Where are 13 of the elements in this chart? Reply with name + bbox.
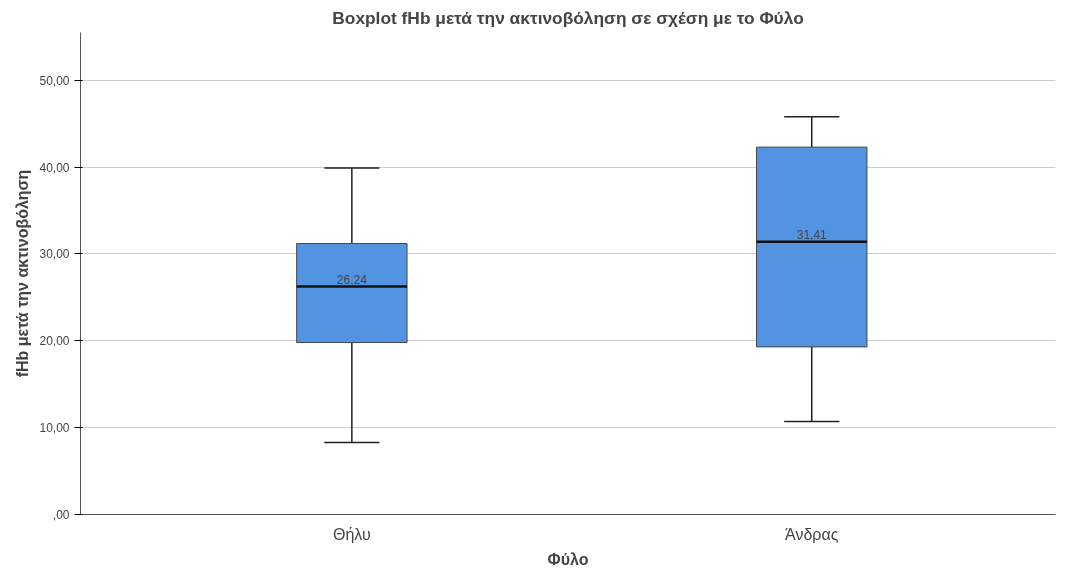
y-tick-label: 50,00 — [39, 73, 70, 88]
x-axis-title: Φύλο — [547, 550, 589, 568]
y-tick-label: 30,00 — [39, 247, 70, 262]
chart-title: Boxplot fHb μετά την ακτινοβόληση σε σχέση με το Φύλο — [332, 7, 804, 28]
y-tick-label: 20,00 — [39, 334, 70, 349]
annotation: 31,41 — [796, 227, 828, 242]
annotation: 26,24 — [336, 272, 368, 287]
x-tick-label: Άνδρας — [785, 525, 839, 543]
y-tick-label: 10,00 — [39, 421, 70, 436]
y-axis-title: fHb μετά την ακτινοβόληση — [14, 169, 32, 378]
y-tick-label: 40,00 — [39, 160, 70, 175]
y-tick-label: ,00 — [52, 508, 70, 522]
x-tick-label: Θήλυ — [332, 525, 371, 543]
